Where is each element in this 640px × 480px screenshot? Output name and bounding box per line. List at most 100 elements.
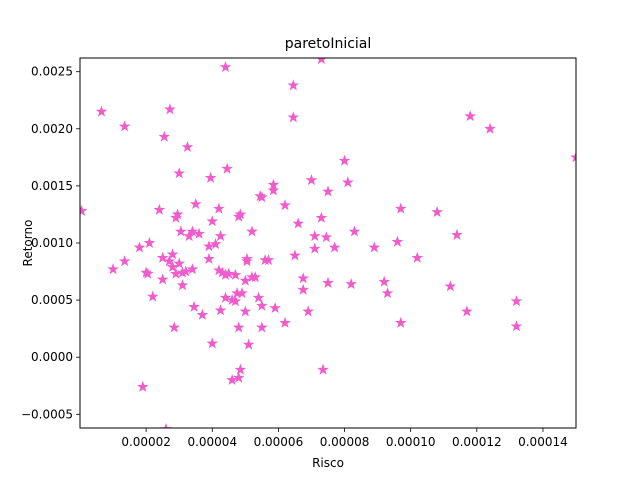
data-point (188, 300, 200, 312)
data-point (219, 291, 232, 303)
data-point (232, 321, 245, 333)
data-point (206, 337, 219, 349)
data-point (229, 295, 242, 307)
data-point (213, 202, 225, 214)
data-point (219, 61, 232, 73)
data-point (232, 371, 245, 383)
data-point (203, 252, 215, 264)
data-point (269, 301, 281, 314)
x-tick-label: 0.00004 (187, 435, 237, 449)
data-point (168, 321, 181, 333)
x-tick-label: 0.00006 (254, 435, 304, 449)
data-point (153, 203, 166, 215)
data-point (173, 167, 186, 179)
data-point (137, 380, 149, 392)
data-point (252, 291, 265, 303)
data-point (368, 241, 381, 253)
data-point (206, 215, 219, 227)
data-point (381, 287, 394, 299)
data-point (118, 255, 131, 267)
data-point (156, 251, 169, 263)
data-point (411, 251, 424, 263)
data-point (267, 184, 280, 196)
data-point (279, 316, 291, 328)
data-point (378, 275, 391, 287)
data-point (342, 176, 354, 188)
data-points (80, 58, 576, 428)
x-tick-label: 0.00012 (452, 435, 502, 449)
data-point (180, 265, 192, 277)
data-point (163, 255, 176, 267)
data-point (570, 151, 576, 163)
x-tick-label: 0.00008 (320, 435, 370, 449)
data-point (394, 202, 407, 214)
data-point (256, 321, 268, 333)
data-point (118, 120, 131, 132)
y-axis-label: Retorno (21, 220, 35, 267)
data-point (345, 278, 357, 290)
data-point (297, 283, 310, 295)
data-point (234, 208, 247, 220)
data-point (297, 272, 310, 284)
data-point (279, 199, 291, 211)
data-point (209, 238, 222, 250)
y-tick-label: 0.0000 (31, 350, 73, 364)
data-point (146, 290, 159, 302)
data-point (166, 248, 179, 260)
chart-title: paretoInicial (285, 36, 372, 52)
data-point (246, 225, 258, 237)
data-point (196, 308, 209, 320)
data-point (203, 240, 215, 252)
data-point (221, 162, 233, 174)
data-point (317, 363, 329, 375)
data-point (80, 204, 88, 216)
data-point (95, 105, 108, 117)
data-point (222, 267, 235, 279)
data-point (305, 174, 318, 186)
y-axis: −0.0005 0.0000 0.0005 0.0010 0.0015 0.0020 0.0… (21, 65, 80, 421)
data-point (322, 185, 334, 197)
data-point (193, 227, 205, 239)
data-point (242, 338, 255, 350)
data-point (315, 211, 328, 223)
data-point (141, 267, 154, 279)
y-tick-label: 0.0020 (31, 122, 73, 136)
data-point (176, 279, 189, 291)
x-tick-label: 0.00002 (121, 435, 171, 449)
data-point (239, 274, 252, 286)
data-point (484, 122, 496, 134)
data-point (164, 103, 176, 115)
data-point (461, 305, 473, 317)
data-point (186, 225, 199, 237)
data-point (256, 191, 268, 203)
plot-area (80, 58, 576, 428)
data-point (444, 280, 457, 292)
data-point (322, 276, 334, 288)
data-point (256, 299, 268, 311)
data-point (308, 230, 321, 242)
data-point (236, 287, 248, 299)
data-point (241, 255, 253, 267)
y-tick-label: 0.0025 (31, 65, 73, 79)
data-point (289, 249, 301, 261)
x-tick-label: 0.00014 (518, 435, 568, 449)
data-point (431, 206, 443, 218)
data-point (214, 304, 227, 316)
data-point (464, 110, 476, 122)
data-point (214, 230, 227, 242)
data-point (107, 263, 119, 275)
data-point (287, 79, 300, 91)
x-axis: 0.00002 0.00004 0.00006 0.00008 0.00010 0.000… (121, 428, 568, 449)
data-point (320, 231, 333, 243)
data-point (308, 242, 321, 254)
data-point (189, 198, 202, 210)
data-point (287, 111, 300, 123)
data-point (158, 130, 171, 142)
data-point (181, 140, 194, 153)
data-point (175, 225, 187, 237)
data-point (391, 235, 404, 247)
data-point (292, 217, 305, 229)
data-point (316, 58, 327, 65)
data-point (166, 260, 179, 272)
data-point (143, 236, 156, 248)
